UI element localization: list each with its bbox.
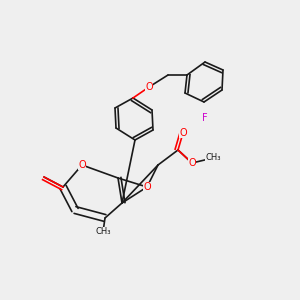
- Text: O: O: [188, 158, 196, 168]
- Text: CH₃: CH₃: [205, 154, 221, 163]
- Text: O: O: [143, 182, 151, 192]
- Text: F: F: [202, 113, 208, 123]
- Text: O: O: [179, 128, 187, 138]
- Text: CH₃: CH₃: [95, 227, 111, 236]
- Text: O: O: [145, 82, 153, 92]
- Text: O: O: [78, 160, 86, 170]
